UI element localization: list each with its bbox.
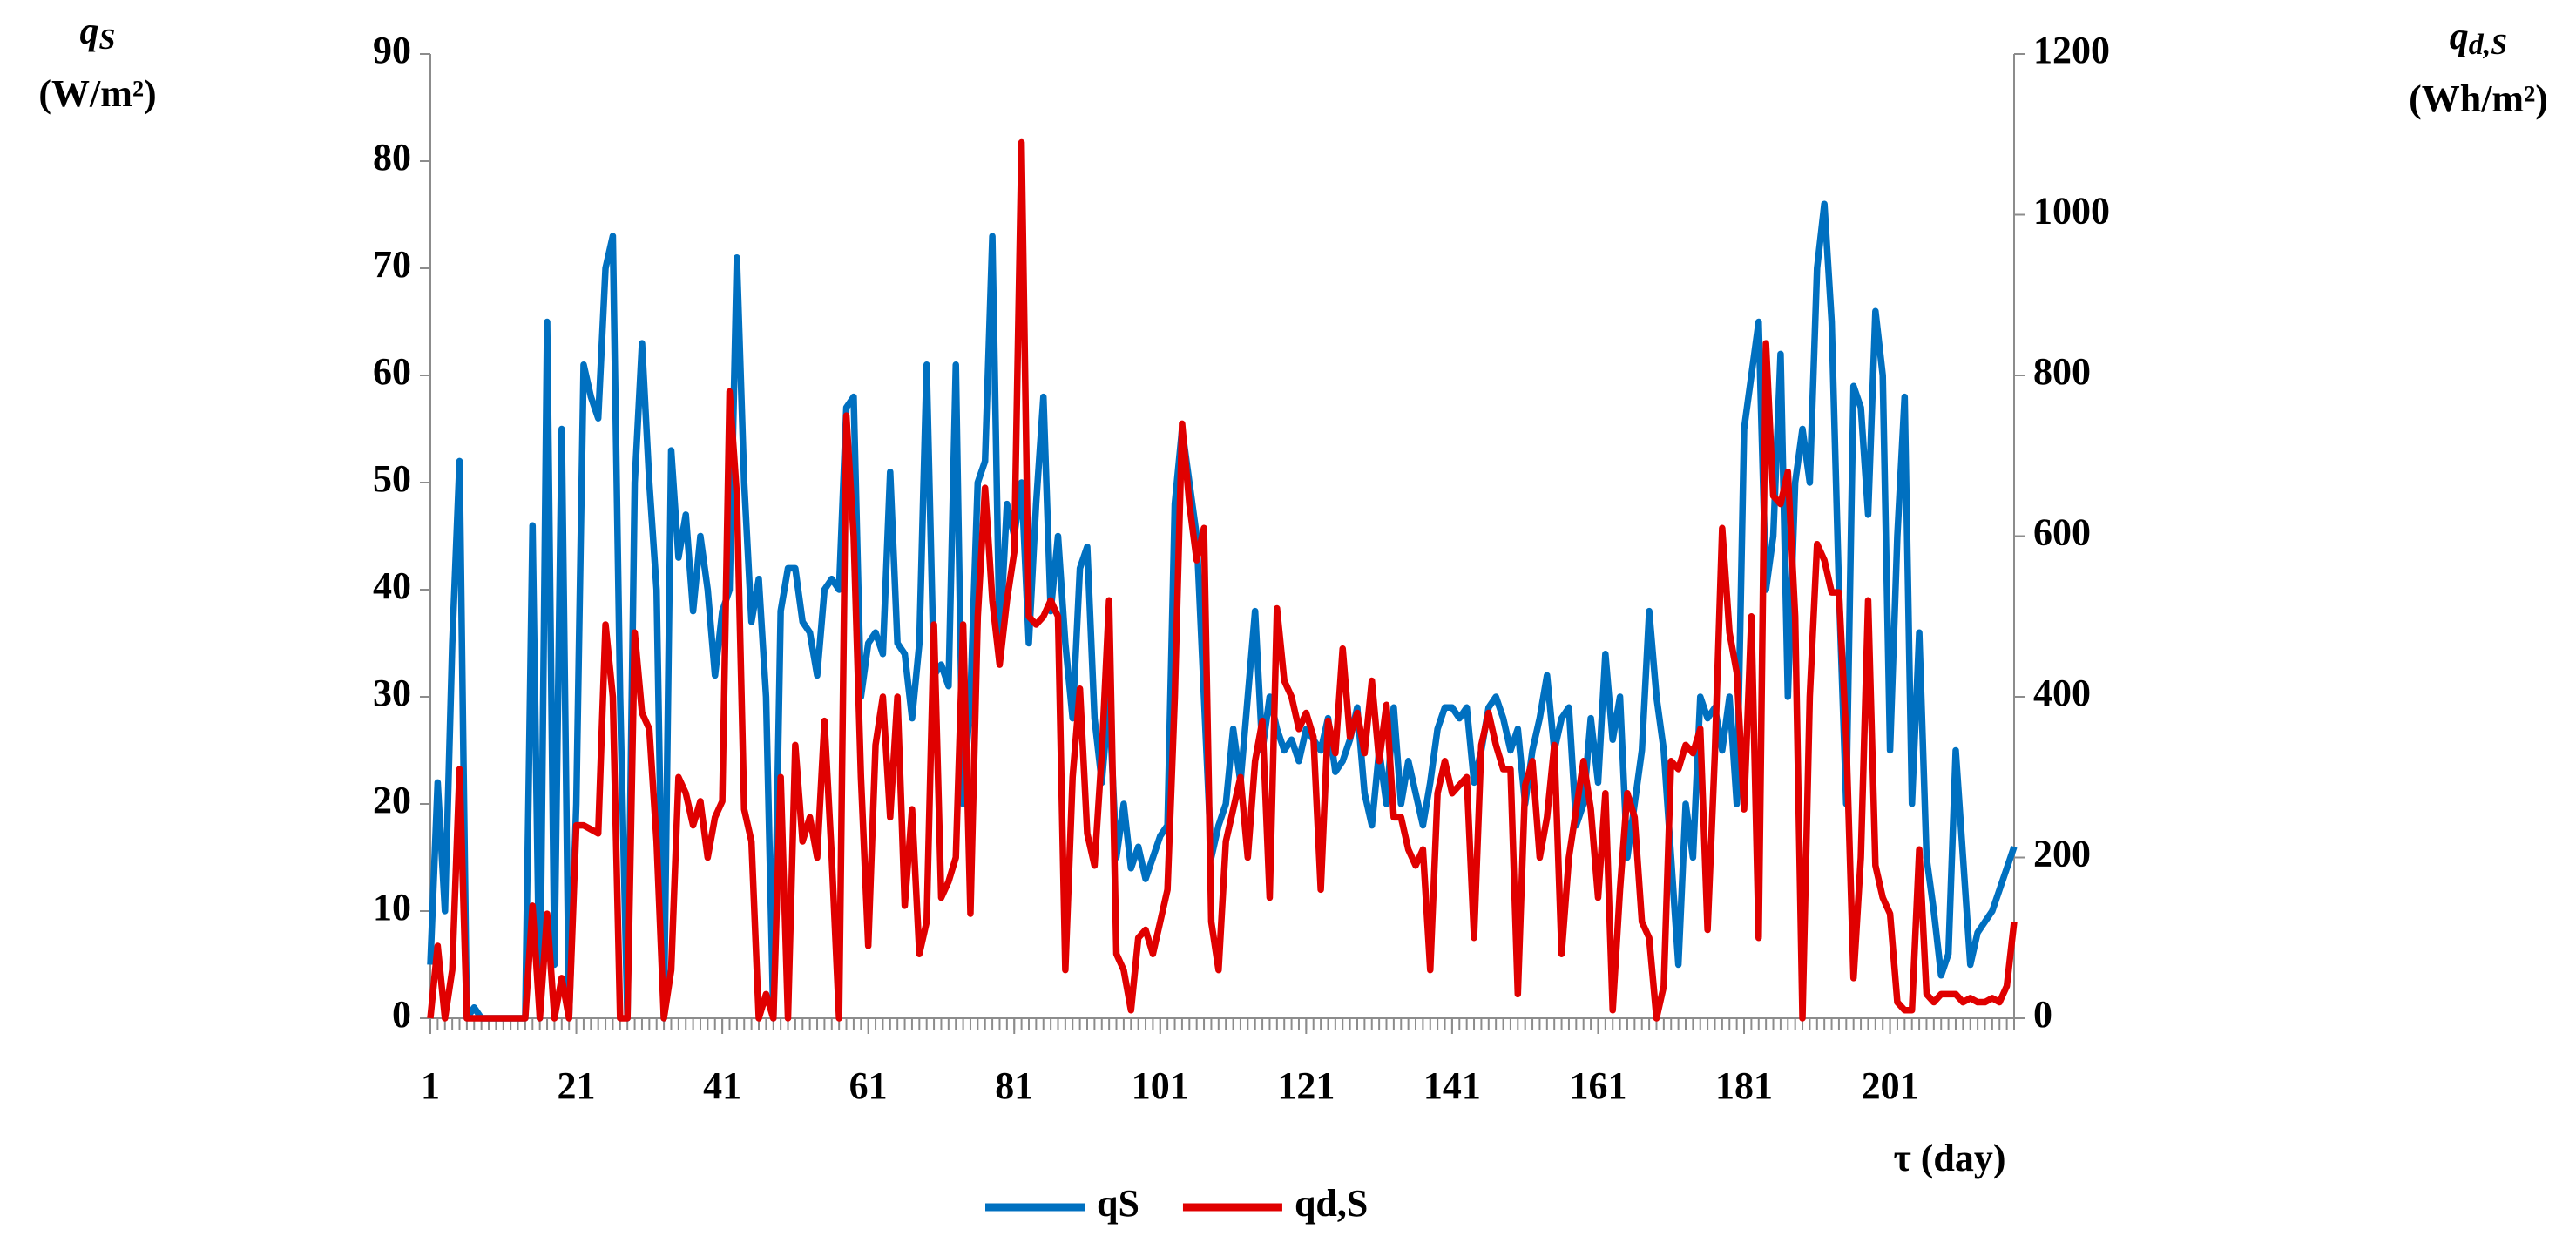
y-tick-label: 30 bbox=[373, 672, 411, 714]
x-tick-label: 121 bbox=[1277, 1064, 1335, 1107]
y-tick-label: 60 bbox=[373, 350, 411, 393]
y-tick-label: 10 bbox=[373, 886, 411, 928]
y-tick-label: 0 bbox=[392, 993, 411, 1036]
legend-label: qd,S bbox=[1295, 1182, 1368, 1225]
y2-tick-label: 400 bbox=[2033, 672, 2091, 714]
y2-tick-label: 0 bbox=[2033, 993, 2052, 1036]
x-tick-label: 141 bbox=[1423, 1064, 1481, 1107]
legend-label: qS bbox=[1097, 1182, 1139, 1225]
y2-label-unit: (Wh/m²) bbox=[2409, 78, 2548, 120]
x-tick-label: 61 bbox=[849, 1064, 888, 1107]
x-tick-label: 201 bbox=[1862, 1064, 1919, 1107]
y2-axis-title: qd,S (Wh/m²) bbox=[2409, 15, 2548, 120]
y2-tick-label: 1000 bbox=[2033, 190, 2110, 233]
y2-tick-label: 600 bbox=[2033, 511, 2091, 554]
x-tick-label: 101 bbox=[1132, 1064, 1189, 1107]
series-line bbox=[427, 200, 2018, 1022]
x-tick-label: 181 bbox=[1715, 1064, 1773, 1107]
series-line bbox=[427, 138, 2018, 1022]
y-label-unit: (W/m²) bbox=[38, 72, 156, 115]
x-tick-label: 1 bbox=[421, 1064, 440, 1107]
y-tick-label: 80 bbox=[373, 136, 411, 179]
y-tick-label: 90 bbox=[373, 29, 411, 71]
y2-label-symbol: qd,S bbox=[2450, 15, 2507, 61]
y2-tick-label: 1200 bbox=[2033, 29, 2110, 71]
y-axis-title: qS (W/m²) bbox=[38, 10, 156, 115]
y-tick-label: 40 bbox=[373, 564, 411, 607]
x-tick-label: 81 bbox=[995, 1064, 1033, 1107]
y2-tick-label: 800 bbox=[2033, 350, 2091, 393]
x-tick-label: 21 bbox=[558, 1064, 596, 1107]
y-label-symbol: qS bbox=[80, 10, 116, 56]
y-tick-label: 50 bbox=[373, 457, 411, 500]
x-axis-title: τ (day) bbox=[1893, 1137, 2005, 1179]
x-tick-label: 161 bbox=[1569, 1064, 1626, 1107]
x-tick-label: 41 bbox=[703, 1064, 741, 1107]
y-tick-label: 70 bbox=[373, 243, 411, 286]
y2-tick-label: 200 bbox=[2033, 833, 2091, 875]
y-tick-label: 20 bbox=[373, 779, 411, 821]
